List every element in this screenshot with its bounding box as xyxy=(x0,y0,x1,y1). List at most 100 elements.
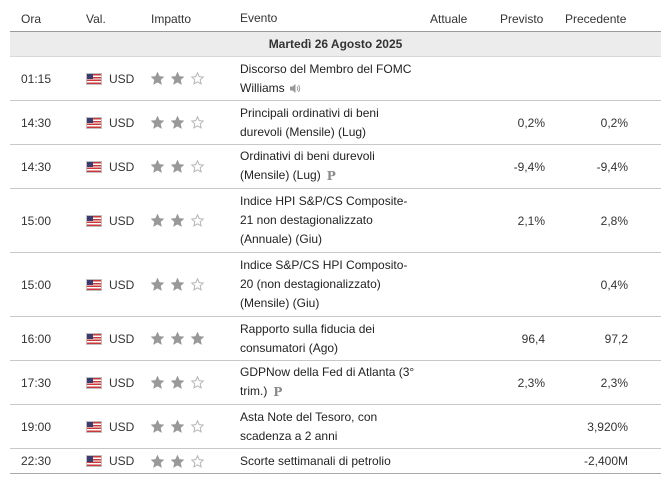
impact-stars xyxy=(142,278,231,291)
star-filled-icon xyxy=(151,454,164,468)
row-event[interactable]: Rapporto sulla fiducia dei consumatori (… xyxy=(231,320,420,358)
row-time: 16:00 xyxy=(21,331,52,346)
star-filled-icon xyxy=(191,332,204,345)
star-filled-icon xyxy=(151,376,164,389)
row-currency: USD xyxy=(77,420,142,434)
row-event[interactable]: Asta Note del Tesoro, con scadenza a 2 a… xyxy=(231,408,420,446)
star-filled-icon xyxy=(171,160,184,173)
table-header: Ora Val. Impatto Evento Attuale Previsto… xyxy=(10,6,661,32)
star-filled-icon xyxy=(171,420,184,433)
star-empty-icon xyxy=(191,214,204,227)
star-empty-icon xyxy=(191,72,204,85)
header-currency: Val. xyxy=(86,11,106,26)
event-title[interactable]: Principali ordinativi di beni durevoli (… xyxy=(240,105,379,139)
header-event: Evento xyxy=(240,11,278,25)
row-event[interactable]: Ordinativi di beni durevoli (Mensile) (L… xyxy=(231,147,420,186)
row-forecast: 2,3% xyxy=(517,375,545,390)
table-row[interactable]: 19:00 USD Asta Note del Tesoro, con scad… xyxy=(10,405,661,449)
row-time: 15:00 xyxy=(21,277,52,292)
header-previous: Precedente xyxy=(565,11,627,26)
row-currency: USD xyxy=(77,116,142,130)
row-currency: USD xyxy=(77,454,142,468)
star-empty-icon xyxy=(191,116,204,129)
row-event[interactable]: Scorte settimanali di petrolio xyxy=(231,452,420,471)
impact-stars xyxy=(142,116,231,129)
star-filled-icon xyxy=(171,116,184,129)
us-flag-icon xyxy=(86,72,102,85)
impact-stars xyxy=(142,332,231,345)
row-currency: USD xyxy=(77,214,142,228)
row-forecast: 96,4 xyxy=(521,331,545,346)
star-filled-icon xyxy=(151,332,164,345)
us-flag-icon xyxy=(86,278,102,291)
row-forecast: 2,1% xyxy=(517,213,545,228)
star-empty-icon xyxy=(191,376,204,389)
row-time: 19:00 xyxy=(21,419,52,434)
row-event[interactable]: Indice HPI S&P/CS Composite-21 non desta… xyxy=(231,192,420,249)
currency-code: USD xyxy=(109,419,135,434)
currency-code: USD xyxy=(109,454,135,468)
row-event[interactable]: Principali ordinativi di beni durevoli (… xyxy=(231,104,420,142)
header-impact: Impatto xyxy=(151,11,192,26)
event-title[interactable]: GDPNow della Fed di Atlanta (3° trim.) xyxy=(240,365,415,398)
table-row[interactable]: 15:00 USD Indice S&P/CS HPI Composito-20… xyxy=(10,253,661,317)
row-previous: 97,2 xyxy=(604,331,628,346)
header-time: Ora xyxy=(21,11,42,26)
star-filled-icon xyxy=(151,116,164,129)
row-forecast: 0,2% xyxy=(517,115,545,130)
star-empty-icon xyxy=(191,420,204,433)
row-time: 14:30 xyxy=(21,159,52,174)
event-title[interactable]: Indice HPI S&P/CS Composite-21 non desta… xyxy=(240,194,408,246)
star-empty-icon xyxy=(191,454,204,468)
star-filled-icon xyxy=(171,72,184,85)
event-title[interactable]: Scorte settimanali di petrolio xyxy=(240,453,391,468)
row-time: 17:30 xyxy=(21,375,52,390)
row-time: 14:30 xyxy=(21,115,52,130)
row-event[interactable]: Indice S&P/CS HPI Composito-20 (non dest… xyxy=(231,256,420,313)
us-flag-icon xyxy=(86,376,102,389)
us-flag-icon xyxy=(86,214,102,227)
table-row[interactable]: 15:00 USD Indice HPI S&P/CS Composite-21… xyxy=(10,189,661,253)
event-title[interactable]: Discorso del Membro del FOMC Williams xyxy=(240,61,412,95)
row-event[interactable]: Discorso del Membro del FOMC Williams xyxy=(231,60,420,98)
event-title[interactable]: Asta Note del Tesoro, con scadenza a 2 a… xyxy=(240,409,378,443)
table-row[interactable]: 17:30 USD GDPNow della Fed di Atlanta (3… xyxy=(10,361,661,405)
currency-code: USD xyxy=(109,213,135,228)
table-row[interactable]: 14:30 USD Ordinativi di beni durevoli (M… xyxy=(10,145,661,189)
row-currency: USD xyxy=(77,72,142,86)
star-filled-icon xyxy=(151,214,164,227)
impact-stars xyxy=(142,72,231,85)
event-title[interactable]: Rapporto sulla fiducia dei consumatori (… xyxy=(240,321,375,355)
preliminary-icon: P xyxy=(273,385,283,399)
row-time: 15:00 xyxy=(21,213,52,228)
row-time: 01:15 xyxy=(21,71,52,86)
row-previous: -9,4% xyxy=(596,159,628,174)
currency-code: USD xyxy=(109,159,135,174)
date-separator: Martedì 26 Agosto 2025 xyxy=(10,32,661,57)
event-title[interactable]: Indice S&P/CS HPI Composito-20 (non dest… xyxy=(240,258,408,310)
row-previous: 3,920% xyxy=(587,419,628,434)
row-currency: USD xyxy=(77,332,142,346)
us-flag-icon xyxy=(86,420,102,433)
star-filled-icon xyxy=(151,420,164,433)
us-flag-icon xyxy=(86,116,102,129)
currency-code: USD xyxy=(109,331,135,346)
star-filled-icon xyxy=(151,160,164,173)
header-forecast: Previsto xyxy=(500,11,544,26)
table-row[interactable]: 01:15 USD Discorso del Membro del FOMC W… xyxy=(10,57,661,101)
currency-code: USD xyxy=(109,71,135,86)
us-flag-icon xyxy=(86,332,102,345)
impact-stars xyxy=(142,160,231,173)
table-row[interactable]: 14:30 USD Principali ordinativi di beni … xyxy=(10,101,661,145)
row-previous: 0,4% xyxy=(600,277,628,292)
impact-stars xyxy=(142,420,231,433)
star-filled-icon xyxy=(171,376,184,389)
table-row[interactable]: 22:30 USD Scorte settimanali di petrolio… xyxy=(10,449,661,473)
event-title[interactable]: Ordinativi di beni durevoli (Mensile) (L… xyxy=(240,149,375,182)
star-filled-icon xyxy=(171,454,184,468)
table-row[interactable]: 16:00 USD Rapporto sulla fiducia dei con… xyxy=(10,317,661,361)
row-event[interactable]: GDPNow della Fed di Atlanta (3° trim.) P xyxy=(231,363,420,402)
speaker-icon[interactable] xyxy=(289,83,302,94)
currency-code: USD xyxy=(109,115,135,130)
row-currency: USD xyxy=(77,278,142,292)
